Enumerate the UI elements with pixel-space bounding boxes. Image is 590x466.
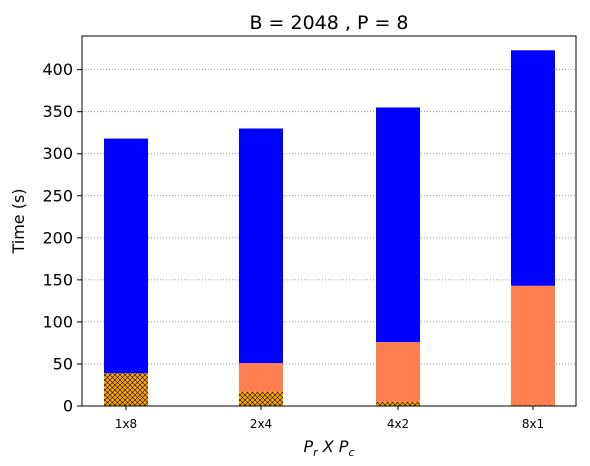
x-axis-label-mid: X P [318,437,349,456]
bar-segment-hatch [376,401,420,406]
y-tick-label: 200 [42,228,73,247]
bar-segment [376,342,420,402]
y-tick-label: 0 [63,397,73,416]
y-tick-label: 50 [53,354,73,373]
bar-segment [104,138,148,374]
x-tick-label: 2x4 [250,417,272,431]
y-tick-label: 250 [42,186,73,205]
x-axis-label-sub1: r [313,446,319,459]
y-tick-label: 300 [42,144,73,163]
x-axis-label-main: P [303,437,313,456]
x-tick-label: 8x1 [522,417,544,431]
bar-segment-hatch [239,391,283,406]
bar-segment [239,363,283,392]
chart-title: B = 2048 , P = 8 [249,12,408,34]
bar-segment [511,50,555,286]
bar-segment [239,128,283,364]
y-tick-label: 150 [42,270,73,289]
bars-layer [104,50,555,406]
bar-segment [511,285,555,406]
bar-segment [376,107,420,343]
bar-segment-hatch [104,373,148,406]
x-axis-label: Pr X Pc [303,437,354,459]
x-tick-label: 1x8 [115,417,137,431]
ticks-layer: 0 50 100 150 200 250 300 350 400 1x8 2x4 4x2 8x1 [42,60,544,431]
x-tick-label: 4x2 [387,417,409,431]
y-tick-label: 350 [42,102,73,121]
y-axis-label: Time (s) [9,188,28,254]
grid-layer [82,69,576,365]
y-tick-label: 400 [42,60,73,79]
plot-frame [81,35,577,407]
y-tick-label: 100 [42,312,73,331]
x-axis-label-sub2: c [348,446,354,459]
